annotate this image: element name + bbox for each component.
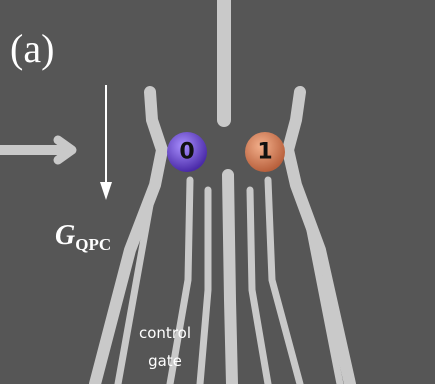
panel-label: (a) [10, 26, 54, 71]
annotation-line: gate [148, 352, 182, 370]
dot-label: 1 [257, 140, 272, 165]
subscript: QPC [75, 235, 111, 254]
symbol: G [55, 220, 75, 251]
dot-label: 0 [179, 140, 194, 165]
annotation-line: control [139, 324, 191, 342]
sem-image: 0 1 (a) GQPC control gate [0, 0, 435, 384]
